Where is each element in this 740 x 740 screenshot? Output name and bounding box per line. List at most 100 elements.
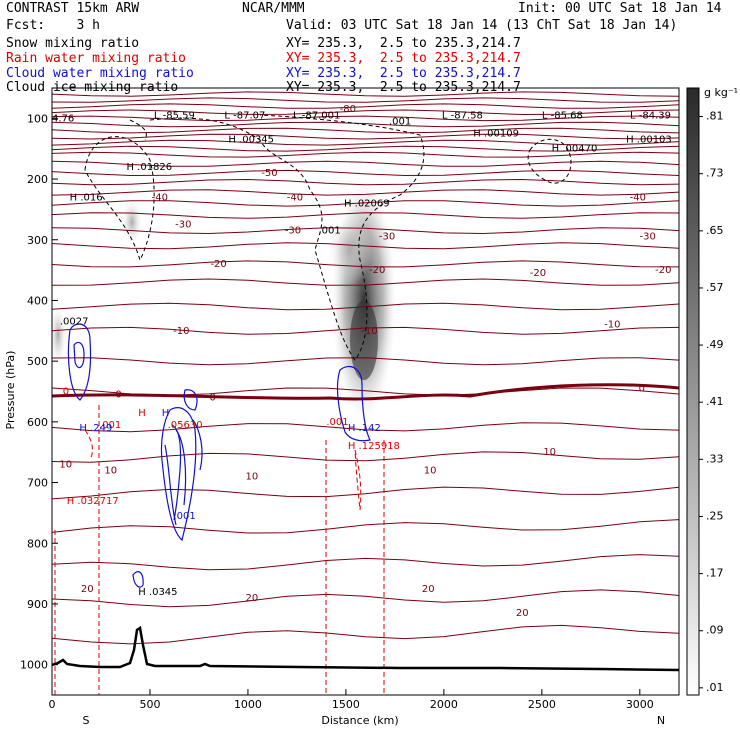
contour-label: H .00345	[228, 135, 274, 146]
isotherm-line	[52, 200, 679, 207]
colorbar-label: .33	[706, 452, 724, 465]
isotherm-line	[52, 451, 679, 463]
x-tick-label: 500	[139, 698, 160, 711]
contour-label: .001	[173, 511, 195, 522]
contour-label: L -87.07	[224, 110, 265, 121]
isotherm-line	[52, 139, 679, 146]
isotherm-line	[52, 121, 679, 128]
y-tick-label: 700	[27, 477, 48, 490]
temperature-label: -40	[630, 192, 646, 203]
isotherm-line	[52, 357, 679, 366]
isotherm-line	[52, 260, 679, 268]
temperature-label: -30	[285, 226, 301, 237]
colorbar-label: .41	[706, 395, 724, 408]
ice-contours	[84, 114, 572, 361]
y-tick-label: 900	[27, 598, 48, 611]
x-tick-label: 2000	[430, 698, 458, 711]
contour-label: .001	[326, 417, 348, 428]
temperature-label: -30	[175, 220, 191, 231]
forecast-hour: Fcst: 3 h	[6, 18, 100, 33]
contour-label: H .00470	[552, 144, 598, 155]
isotherm-line	[52, 151, 679, 158]
valid-time: Valid: 03 UTC Sat 18 Jan 14 (13 ChT Sat …	[286, 18, 678, 33]
y-axis: 100 200 300 400 500 600 700 800 900 1000	[20, 112, 58, 672]
isotherm-line	[52, 133, 679, 140]
temperature-label: -40	[287, 192, 303, 203]
isotherm-line	[52, 624, 679, 645]
contour-label: H .00103	[626, 135, 672, 146]
plot-frame	[51, 87, 680, 696]
contour-label: H	[138, 408, 146, 419]
temperature-label: -80	[340, 104, 356, 115]
y-tick-label: 800	[27, 537, 48, 550]
contour-label: L -85.68	[542, 110, 583, 121]
temperature-label: -30	[639, 232, 655, 243]
title-left: CONTRAST 15km ARW	[6, 1, 140, 16]
contour-label: L -87.001	[293, 110, 340, 121]
y-tick-label: 400	[27, 294, 48, 307]
snow-shade-core	[350, 300, 378, 380]
isotherm-line	[52, 422, 679, 433]
isotherm-line	[52, 160, 679, 167]
temperature-label: 0	[209, 393, 215, 404]
contour-label: H .249	[79, 423, 112, 434]
contour-label: H .125918	[348, 441, 400, 452]
temperature-label: -30	[379, 232, 395, 243]
x-axis-label: Distance (km)	[321, 714, 398, 727]
temperature-labels: -80 -50 -40 -40 -40 -30 -30 -30 -30 -20 -20 -20 -20 -…	[59, 104, 671, 619]
temperature-label: 20	[81, 584, 94, 595]
contour-label: H	[162, 408, 170, 419]
x-tick-label: 0	[49, 698, 56, 711]
isotherm-line	[52, 103, 679, 109]
colorbar-label: .25	[706, 509, 724, 522]
colorbar: g kg⁻¹ .01 .09 .17 .25 .33 .41 .49 .57 .65 .73 .81	[686, 86, 738, 696]
init-time: Init: 00 UTC Sat 18 Jan 14	[518, 1, 722, 16]
contour-label: H .01826	[126, 162, 172, 173]
x-tick-label: 1500	[332, 698, 360, 711]
contour-label: L -87.58	[442, 110, 483, 121]
colorbar-label: .49	[706, 338, 724, 351]
isotherm-line	[52, 326, 679, 335]
isotherm-line	[52, 109, 679, 116]
isotherm-line	[52, 554, 679, 571]
isotherm-line	[52, 127, 679, 134]
isotherm-line	[52, 97, 679, 103]
terrain-surface	[52, 625, 679, 672]
isotherm-line	[52, 189, 679, 196]
contour-label: .0027	[60, 317, 89, 328]
isotherm-line	[52, 242, 679, 250]
isotherm-line	[52, 589, 679, 608]
contour-label: .05630	[168, 420, 203, 431]
isotherm-line	[52, 519, 679, 534]
isotherm-line	[52, 302, 679, 311]
colorbar-label: .01	[706, 681, 724, 694]
isotherm-line	[52, 91, 679, 97]
legend-cloud-label: Cloud water mixing ratio	[6, 66, 194, 81]
contour-label: 0	[63, 387, 69, 398]
isotherm-line	[52, 278, 679, 286]
contour-label: H .0345	[138, 587, 177, 598]
temperature-label: -10	[173, 326, 189, 337]
y-tick-label: 1000	[20, 659, 48, 672]
y-tick-label: 200	[27, 173, 48, 186]
isotherm-line	[52, 486, 679, 500]
snow-shade-edge	[52, 305, 66, 365]
zero-degree-isotherm	[52, 383, 679, 401]
snow-shade-left	[122, 200, 142, 244]
legend-snow-label: Snow mixing ratio	[6, 36, 140, 51]
colorbar-unit: g kg⁻¹	[704, 86, 738, 99]
contour-label: .001	[99, 420, 121, 431]
rain-contours	[54, 405, 385, 695]
isotherm-line	[52, 145, 679, 152]
colorbar-label: .17	[706, 567, 724, 580]
temperature-label: -10	[604, 320, 620, 331]
contour-label: H .032717	[67, 496, 119, 507]
temperature-label: -50	[261, 168, 277, 179]
contour-label: .001	[389, 116, 411, 127]
cloud-water-contours	[67, 323, 371, 588]
plot-area: L -85.59 L -87.07 L -87.001 L -87.58 L -85.6…	[52, 91, 679, 695]
colorbar-ramp	[686, 87, 700, 696]
contour-label: L -84.39	[630, 110, 671, 121]
